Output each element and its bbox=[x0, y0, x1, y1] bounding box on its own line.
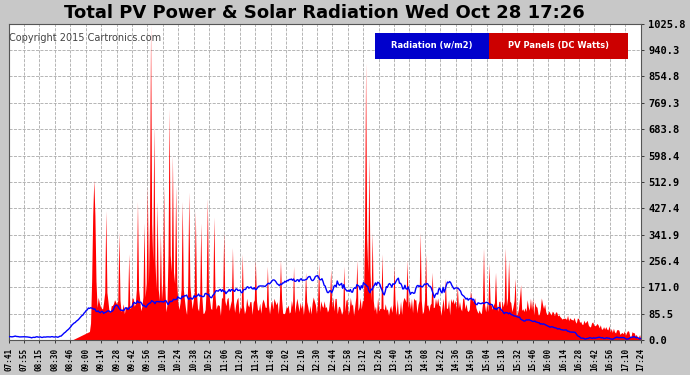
Text: Radiation (w/m2): Radiation (w/m2) bbox=[391, 41, 473, 50]
Title: Total PV Power & Solar Radiation Wed Oct 28 17:26: Total PV Power & Solar Radiation Wed Oct… bbox=[64, 4, 585, 22]
FancyBboxPatch shape bbox=[375, 33, 489, 58]
FancyBboxPatch shape bbox=[489, 33, 628, 58]
Text: Copyright 2015 Cartronics.com: Copyright 2015 Cartronics.com bbox=[9, 33, 161, 43]
Text: PV Panels (DC Watts): PV Panels (DC Watts) bbox=[508, 41, 609, 50]
